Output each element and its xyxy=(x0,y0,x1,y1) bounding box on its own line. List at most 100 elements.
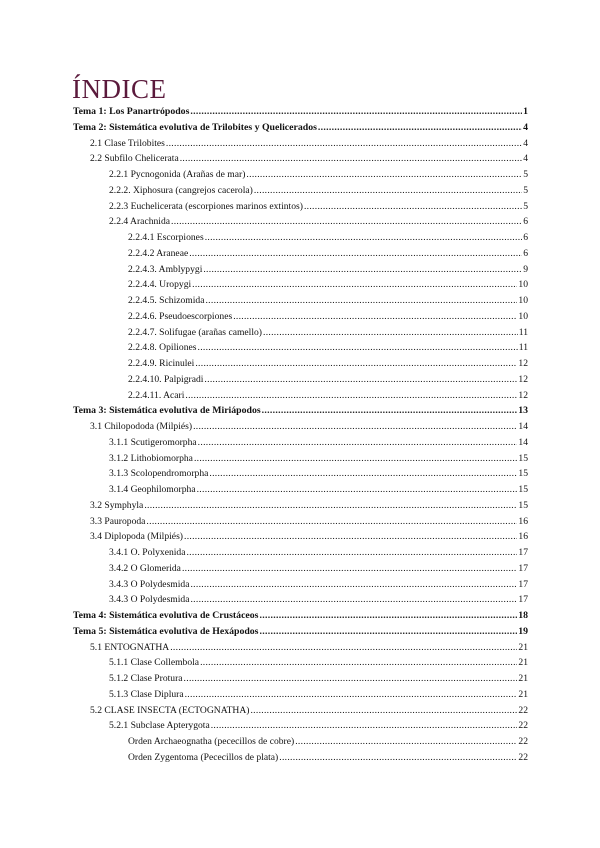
toc-entry[interactable]: 2.2.4.5. Schizomida 10 xyxy=(73,293,528,309)
toc-entry[interactable]: Tema 1: Los Panartrópodos 1 xyxy=(73,104,528,120)
toc-entry[interactable]: 2.2.3 Euchelicerata (escorpiones marinos… xyxy=(73,199,528,215)
toc-entry[interactable]: 2.2.4.3. Amblypygi 9 xyxy=(73,262,528,278)
toc-entry-page: 22 xyxy=(518,736,528,747)
toc-entry-title: 3.4 Diplopoda (Milpiés) xyxy=(90,531,183,543)
toc-entry[interactable]: 2.2.4.10. Palpigradi 12 xyxy=(73,372,528,388)
toc-entry-page: 17 xyxy=(518,594,528,606)
dot-leader xyxy=(250,703,517,719)
toc-entry[interactable]: 2.2.4.8. Opiliones 11 xyxy=(73,340,528,356)
toc-entry-title: 2.2.4.3. Amblypygi xyxy=(128,263,203,275)
toc-entry[interactable]: 3.1.1 Scutigeromorpha 14 xyxy=(73,435,528,451)
toc-entry[interactable]: Tema 4: Sistemática evolutiva de Crustác… xyxy=(73,608,528,624)
toc-entry[interactable]: 5.1 ENTOGNATHA 21 xyxy=(73,640,528,656)
dot-leader xyxy=(318,120,522,136)
toc-entry[interactable]: 2.2.4.6. Pseudoescorpiones 10 xyxy=(73,309,528,325)
toc-entry[interactable]: 2.2.4.7. Solifugae (arañas camello) 11 xyxy=(73,325,528,341)
toc-entry-title: 3.4.2 O Glomerida xyxy=(109,562,181,574)
dot-leader xyxy=(193,419,517,435)
toc-entry-page: 19 xyxy=(518,625,528,637)
toc-entry[interactable]: 2.2.4 Arachnida 6 xyxy=(73,214,528,230)
dot-leader xyxy=(192,277,517,293)
toc-entry-page: 15 xyxy=(518,468,528,480)
toc-entry-page: 17 xyxy=(518,578,528,590)
toc-entry-page: 11 xyxy=(518,326,528,338)
toc-entry[interactable]: Tema 5: Sistemática evolutiva de Hexápod… xyxy=(73,624,528,640)
toc-entry-page: 21 xyxy=(518,641,528,653)
toc-entry-title: 5.1.1 Clase Collembola xyxy=(109,657,200,669)
toc-entry-title: 2.2.4.7. Solifugae (arañas camello) xyxy=(128,326,262,338)
dot-leader xyxy=(189,246,522,262)
dot-leader xyxy=(190,577,517,593)
dot-leader xyxy=(211,718,518,734)
dot-leader xyxy=(198,340,518,356)
toc-entry-page: 18 xyxy=(518,610,528,621)
toc-entry-page: 10 xyxy=(518,310,528,322)
toc-entry[interactable]: 2.2.1 Pycnogonida (Arañas de mar) 5 xyxy=(73,167,528,183)
toc-entry[interactable]: 3.1.2 Lithobiomorpha 15 xyxy=(73,451,528,467)
toc-entry[interactable]: 2.2.4.11. Acari 12 xyxy=(73,388,528,404)
toc-entry[interactable]: 2.2.4.4. Uropygi 10 xyxy=(73,277,528,293)
dot-leader xyxy=(184,671,518,687)
toc-entry-page: 4 xyxy=(523,153,528,165)
toc-entry[interactable]: 3.1.3 Scolopendromorpha 15 xyxy=(73,466,528,482)
toc-entry-title: 5.2 CLASE INSECTA (ECTOGNATHA) xyxy=(90,704,250,716)
toc-entry-title: Tema 3: Sistemática evolutiva de Miriápo… xyxy=(73,405,261,417)
dot-leader xyxy=(262,403,518,419)
toc-entry[interactable]: 5.1.2 Clase Protura 21 xyxy=(73,671,528,687)
toc-entry[interactable]: Tema 3: Sistemática evolutiva de Miriápo… xyxy=(73,403,528,419)
dot-leader xyxy=(190,104,522,120)
toc-entry-title: 2.2.1 Pycnogonida (Arañas de mar) xyxy=(109,169,246,180)
toc-entry[interactable]: 3.4.3 O Polydesmida 17 xyxy=(73,577,528,593)
toc-entry[interactable]: 3.4 Diplopoda (Milpiés) 16 xyxy=(73,529,528,545)
toc-entry[interactable]: 3.3 Pauropoda 16 xyxy=(73,514,528,530)
dot-leader xyxy=(198,435,518,451)
toc-entry[interactable]: Orden Zygentoma (Pececillos de plata) 22 xyxy=(73,750,528,766)
toc-entry-title: 2.2.3 Euchelicerata (escorpiones marinos… xyxy=(109,200,303,212)
dot-leader xyxy=(180,151,522,167)
toc-entry-page: 16 xyxy=(518,531,528,543)
toc-entry-page: 21 xyxy=(518,673,528,684)
dot-leader xyxy=(197,482,518,498)
toc-entry[interactable]: Orden Archaeognatha (pececillos de cobre… xyxy=(73,734,528,750)
dot-leader xyxy=(203,262,522,278)
toc-entry[interactable]: 5.2.1 Subclase Apterygota 22 xyxy=(73,718,528,734)
dot-leader xyxy=(166,136,522,152)
dot-leader xyxy=(295,734,517,750)
toc-entry-title: 2.1 Clase Trilobites xyxy=(90,137,165,149)
toc-entry-title: 2.2.2. Xiphosura (cangrejos cacerola) xyxy=(109,184,253,196)
toc-entry-page: 12 xyxy=(518,358,528,369)
toc-entry-title: 3.1.1 Scutigeromorpha xyxy=(109,436,197,448)
table-of-contents: Tema 1: Los Panartrópodos 1 Tema 2: Sistem… xyxy=(73,104,528,766)
toc-entry[interactable]: 2.1 Clase Trilobites 4 xyxy=(73,136,528,152)
toc-entry-title: Tema 1: Los Panartrópodos xyxy=(73,106,190,117)
toc-entry[interactable]: Tema 2: Sistemática evolutiva de Trilobi… xyxy=(73,120,528,136)
toc-entry-title: 2.2.4 Arachnida xyxy=(109,216,171,228)
toc-entry-title: 5.1.2 Clase Protura xyxy=(109,673,183,684)
dot-leader xyxy=(146,514,517,530)
toc-entry-page: 22 xyxy=(518,704,528,716)
toc-entry[interactable]: 3.1 Chilopododa (Milpiés) 14 xyxy=(73,419,528,435)
dot-leader xyxy=(263,325,518,341)
toc-entry-title: 3.1.4 Geophilomorpha xyxy=(109,484,196,495)
toc-entry[interactable]: 3.2 Symphyla 15 xyxy=(73,498,528,514)
toc-entry[interactable]: 3.4.3 O Polydesmida 17 xyxy=(73,592,528,608)
dot-leader xyxy=(185,388,517,404)
toc-entry[interactable]: 2.2 Subfilo Chelicerata 4 xyxy=(73,151,528,167)
toc-entry[interactable]: 3.1.4 Geophilomorpha 15 xyxy=(73,482,528,498)
toc-entry[interactable]: 2.2.2. Xiphosura (cangrejos cacerola) 5 xyxy=(73,183,528,199)
toc-entry-title: 3.1.3 Scolopendromorpha xyxy=(109,468,209,480)
toc-entry[interactable]: 5.1.1 Clase Collembola 21 xyxy=(73,655,528,671)
dot-leader xyxy=(204,372,517,388)
toc-entry-page: 9 xyxy=(523,263,528,275)
toc-entry-page: 1 xyxy=(523,106,528,117)
dot-leader xyxy=(279,750,517,766)
dot-leader xyxy=(185,687,518,703)
toc-entry[interactable]: 2.2.4.1 Escorpiones 6 xyxy=(73,230,528,246)
toc-entry[interactable]: 3.4.2 O Glomerida 17 xyxy=(73,561,528,577)
dot-leader xyxy=(246,167,522,183)
toc-entry[interactable]: 5.2 CLASE INSECTA (ECTOGNATHA) 22 xyxy=(73,703,528,719)
toc-entry[interactable]: 2.2.4.9. Ricinulei 12 xyxy=(73,356,528,372)
toc-entry[interactable]: 2.2.4.2 Araneae 6 xyxy=(73,246,528,262)
toc-entry[interactable]: 5.1.3 Clase Diplura 21 xyxy=(73,687,528,703)
toc-entry[interactable]: 3.4.1 O. Polyxenida 17 xyxy=(73,545,528,561)
